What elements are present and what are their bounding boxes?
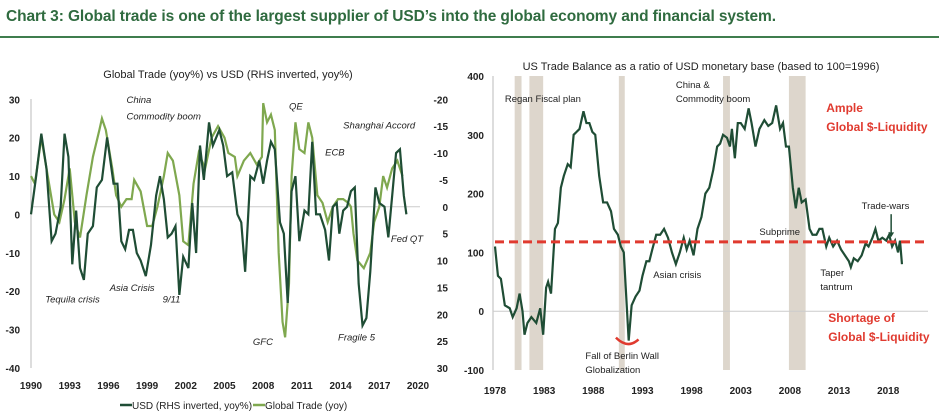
annotation: Commodity boom xyxy=(126,111,201,122)
legend-label-usd: USD (RHS inverted, yoy%) xyxy=(132,401,252,412)
annotation: China xyxy=(126,95,151,106)
annotation: QE xyxy=(289,101,303,112)
annotation: Ample xyxy=(826,101,863,115)
right-y-tick: -5 xyxy=(439,176,448,187)
x-tick: 1990 xyxy=(20,381,43,392)
annotation: Globalization xyxy=(585,365,640,376)
annotation: 9/11 xyxy=(163,294,181,305)
x-tick: 2011 xyxy=(291,381,313,392)
annotation: ECB xyxy=(325,147,345,158)
x-tick: 2017 xyxy=(368,381,391,392)
annotation: Asia Crisis xyxy=(109,283,155,294)
x-tick: 2003 xyxy=(730,386,753,397)
x-tick: 1996 xyxy=(97,381,120,392)
right-y-tick: 15 xyxy=(437,283,449,294)
annotation: Regan Fiscal plan xyxy=(505,94,581,105)
annotation: GFC xyxy=(253,337,273,348)
left-y-tick: -20 xyxy=(6,287,21,298)
x-tick: 2014 xyxy=(329,381,352,392)
right-y-tick: -10 xyxy=(434,149,449,160)
figure-title: Chart 3: Global trade is one of the larg… xyxy=(6,8,776,25)
y-tick: -100 xyxy=(464,366,484,377)
trade-balance-ratio-line xyxy=(493,105,904,341)
annotation: Fragile 5 xyxy=(338,332,376,343)
annotation: Fed QT xyxy=(391,234,424,245)
recession-shade xyxy=(514,76,522,370)
x-tick: 2002 xyxy=(175,381,198,392)
x-tick: 2020 xyxy=(407,381,430,392)
left-chart-title: Global Trade (yoy%) vs USD (RHS inverted… xyxy=(103,69,352,81)
x-tick: 1998 xyxy=(680,386,703,397)
annotation: Taper xyxy=(820,268,844,279)
recession-shade xyxy=(529,76,544,370)
annotation: Shanghai Accord xyxy=(343,120,416,131)
annotation: Shortage of xyxy=(828,311,896,325)
y-tick: 0 xyxy=(478,307,484,318)
left-y-tick: 10 xyxy=(9,172,21,183)
recession-shade xyxy=(788,76,806,370)
right-y-tick: -20 xyxy=(434,95,449,106)
annotation: tantrum xyxy=(820,282,852,293)
left-y-tick: 30 xyxy=(9,95,21,106)
x-tick: 1988 xyxy=(582,386,605,397)
x-tick: 2008 xyxy=(252,381,275,392)
annotation: Subprime xyxy=(759,227,800,238)
right-y-tick: 5 xyxy=(442,230,448,241)
left-y-tick: 0 xyxy=(14,210,20,221)
annotation: Global $-Liquidity xyxy=(826,120,928,134)
x-tick: 1993 xyxy=(631,386,654,397)
left-y-tick: -40 xyxy=(6,364,21,375)
usd-line xyxy=(29,122,408,330)
annotation: Tequila crisis xyxy=(45,294,100,305)
x-tick: 1983 xyxy=(533,386,556,397)
legend-label-trade: Global Trade (yoy) xyxy=(265,401,347,412)
annotation: Fall of Berlin Wall xyxy=(585,351,659,362)
annotation: Global $-Liquidity xyxy=(828,330,930,344)
right-chart-title: US Trade Balance as a ratio of USD monet… xyxy=(523,61,880,73)
x-tick: 2013 xyxy=(828,386,851,397)
right-y-tick: 30 xyxy=(437,364,449,375)
right-y-tick: 20 xyxy=(437,310,449,321)
left-y-tick: -30 xyxy=(6,326,21,337)
y-tick: 200 xyxy=(467,190,484,201)
x-tick: 2018 xyxy=(877,386,900,397)
left-y-tick: 20 xyxy=(9,134,21,145)
recession-shade xyxy=(618,76,625,370)
x-tick: 1978 xyxy=(484,386,507,397)
y-tick: 400 xyxy=(467,72,484,83)
left-chart: Global Trade (yoy%) vs USD (RHS inverted… xyxy=(6,69,449,412)
left-y-tick: -10 xyxy=(6,249,21,260)
right-y-tick: 25 xyxy=(437,337,449,348)
x-tick: 1999 xyxy=(136,381,159,392)
right-y-tick: 10 xyxy=(437,257,449,268)
x-tick: 2008 xyxy=(779,386,802,397)
annotation: Trade-wars xyxy=(862,201,910,212)
right-y-tick: 0 xyxy=(442,203,448,214)
annotation: China & xyxy=(676,80,710,91)
right-chart: US Trade Balance as a ratio of USD monet… xyxy=(464,61,930,397)
y-tick: 300 xyxy=(467,131,484,142)
annotation: Commodity boom xyxy=(676,94,751,105)
berlin-wall-arrow xyxy=(615,336,640,346)
global-trade-line xyxy=(30,102,404,338)
y-tick: 100 xyxy=(467,248,484,259)
title-divider xyxy=(0,36,939,38)
right-y-tick: -15 xyxy=(434,122,449,133)
x-tick: 1993 xyxy=(59,381,82,392)
x-tick: 2005 xyxy=(213,381,236,392)
recession-shade xyxy=(723,76,730,370)
arrow-head-icon xyxy=(888,232,895,238)
annotation: Asian crisis xyxy=(653,270,701,281)
